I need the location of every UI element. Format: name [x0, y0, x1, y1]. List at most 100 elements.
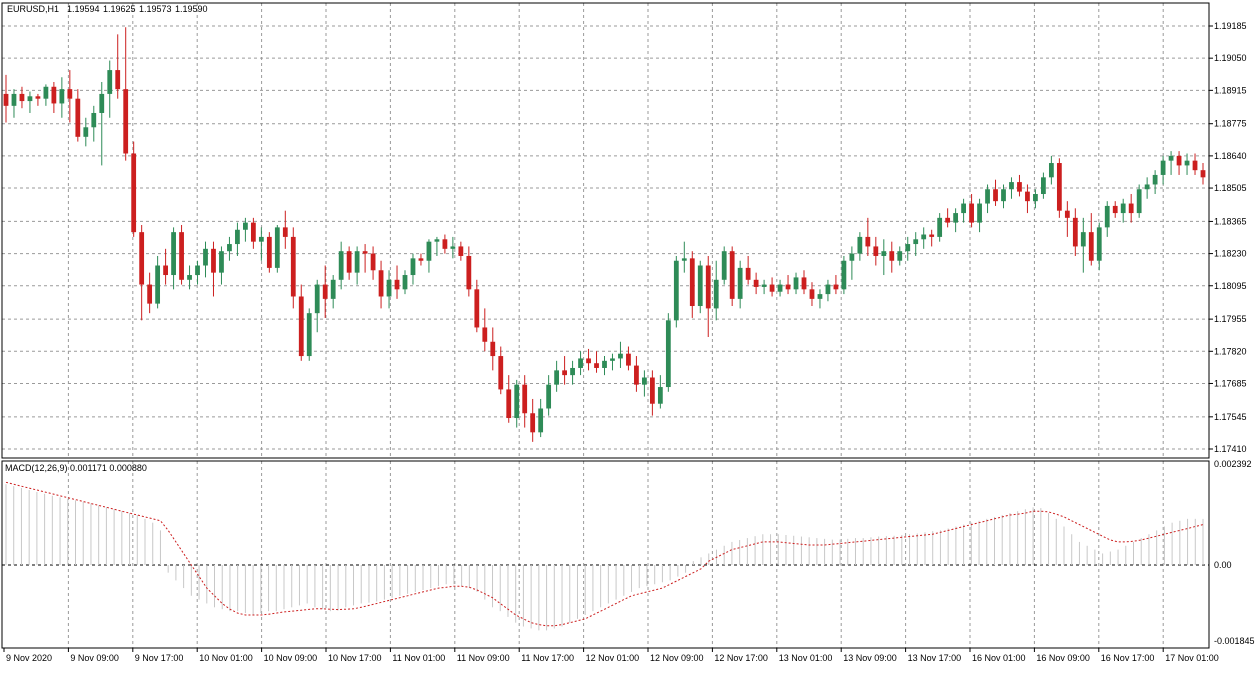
- symbol-high: 1.19625: [103, 4, 136, 14]
- candle-body: [386, 279, 392, 297]
- candle-body: [849, 253, 855, 261]
- axes: 1.19185 1.19050 1.18915 1.18775 1.18640 1.185…: [3, 21, 1255, 663]
- time-tick-label: 11 Nov 17:00: [521, 653, 574, 663]
- candle-body: [1104, 205, 1110, 228]
- candle-body: [913, 239, 919, 245]
- candle-body: [107, 70, 113, 94]
- candle-body: [330, 279, 336, 299]
- candle-body: [250, 222, 256, 242]
- macd-panel: [2, 481, 1209, 631]
- price-tick-label: 1.19185: [1214, 21, 1247, 31]
- candle-body: [538, 408, 544, 433]
- price-tick-label: 1.18365: [1214, 216, 1247, 226]
- candle-body: [466, 255, 472, 290]
- candle-body: [801, 277, 807, 290]
- candle-body: [1025, 191, 1030, 202]
- candle-body: [530, 413, 536, 433]
- candle-body: [274, 227, 280, 268]
- candle-body: [1033, 194, 1038, 202]
- candle-body: [1192, 160, 1198, 171]
- candle-body: [921, 234, 927, 240]
- candle-body: [163, 265, 168, 276]
- candle-body: [841, 260, 847, 290]
- candle-body: [498, 356, 504, 390]
- time-tick-label: 10 Nov 01:00: [199, 653, 253, 663]
- candle-body: [1176, 155, 1182, 166]
- candle-body: [187, 275, 192, 280]
- candle-body: [1112, 205, 1118, 214]
- grid: [2, 3, 1209, 648]
- candle-body: [1152, 174, 1158, 185]
- candle-body: [857, 236, 863, 254]
- candle-body: [115, 70, 121, 90]
- candle-body: [410, 258, 416, 276]
- candle-body: [266, 236, 272, 268]
- candle-body: [490, 341, 496, 357]
- candle-body: [322, 284, 328, 299]
- time-tick-label: 16 Nov 09:00: [1036, 653, 1090, 663]
- candle-body: [793, 277, 799, 290]
- macd-tick-label: 0.002392: [1214, 459, 1252, 469]
- symbol-open: 1.19594: [67, 4, 100, 14]
- candle-body: [482, 327, 488, 342]
- time-tick-label: 12 Nov 01:00: [586, 653, 640, 663]
- candle-body: [346, 251, 352, 273]
- price-tick-label: 1.19050: [1214, 53, 1247, 63]
- candle-body: [306, 313, 312, 357]
- candle-body: [83, 127, 89, 137]
- candle-body: [729, 251, 735, 299]
- candle-body: [929, 234, 935, 237]
- chart-frame: [1, 2, 1210, 649]
- candle-body: [578, 358, 583, 368]
- candle-body: [594, 363, 599, 368]
- time-tick-label: 16 Nov 17:00: [1101, 653, 1155, 663]
- candle-body: [1136, 189, 1142, 214]
- candle-body: [721, 251, 727, 280]
- candle-body: [522, 384, 528, 414]
- time-tick-label: 12 Nov 17:00: [714, 653, 768, 663]
- candle-body: [131, 153, 137, 233]
- price-tick-label: 1.18640: [1214, 151, 1247, 161]
- candle-body: [75, 98, 81, 137]
- candle-body: [195, 265, 200, 276]
- candle-body: [11, 93, 17, 106]
- candle-body: [227, 244, 232, 252]
- candles: [3, 27, 1206, 442]
- candle-body: [1017, 182, 1022, 192]
- candle-body: [809, 289, 815, 299]
- candle-body: [203, 248, 208, 266]
- candle-body: [945, 217, 951, 223]
- candle-body: [1001, 189, 1006, 202]
- candle-body: [1041, 177, 1046, 195]
- candle-body: [602, 360, 607, 368]
- candle-body: [3, 93, 9, 106]
- candle-body: [211, 248, 216, 273]
- candle-body: [865, 236, 871, 247]
- candle-body: [649, 377, 655, 404]
- candle-body: [985, 189, 990, 204]
- candle-body: [657, 387, 663, 404]
- candle-body: [282, 227, 288, 237]
- candle-body: [298, 296, 304, 357]
- candle-body: [1072, 217, 1078, 247]
- candle-body: [873, 246, 879, 256]
- candle-body: [905, 244, 911, 252]
- time-tick-label: 11 Nov 09:00: [457, 653, 510, 663]
- candle-body: [634, 365, 639, 385]
- candle-body: [977, 203, 982, 223]
- candle-body: [745, 267, 751, 280]
- candle-body: [825, 284, 831, 295]
- candle-body: [713, 279, 719, 309]
- candle-body: [777, 284, 783, 292]
- time-tick-label: 13 Nov 09:00: [843, 653, 897, 663]
- candle-body: [402, 275, 408, 290]
- candle-body: [665, 320, 671, 388]
- time-tick-label: 9 Nov 09:00: [70, 653, 119, 663]
- candle-body: [434, 239, 440, 242]
- candle-body: [961, 203, 966, 214]
- time-tick-label: 12 Nov 09:00: [650, 653, 704, 663]
- candle-body: [753, 279, 759, 287]
- candle-body: [1088, 232, 1094, 261]
- time-tick-label: 11 Nov 01:00: [392, 653, 445, 663]
